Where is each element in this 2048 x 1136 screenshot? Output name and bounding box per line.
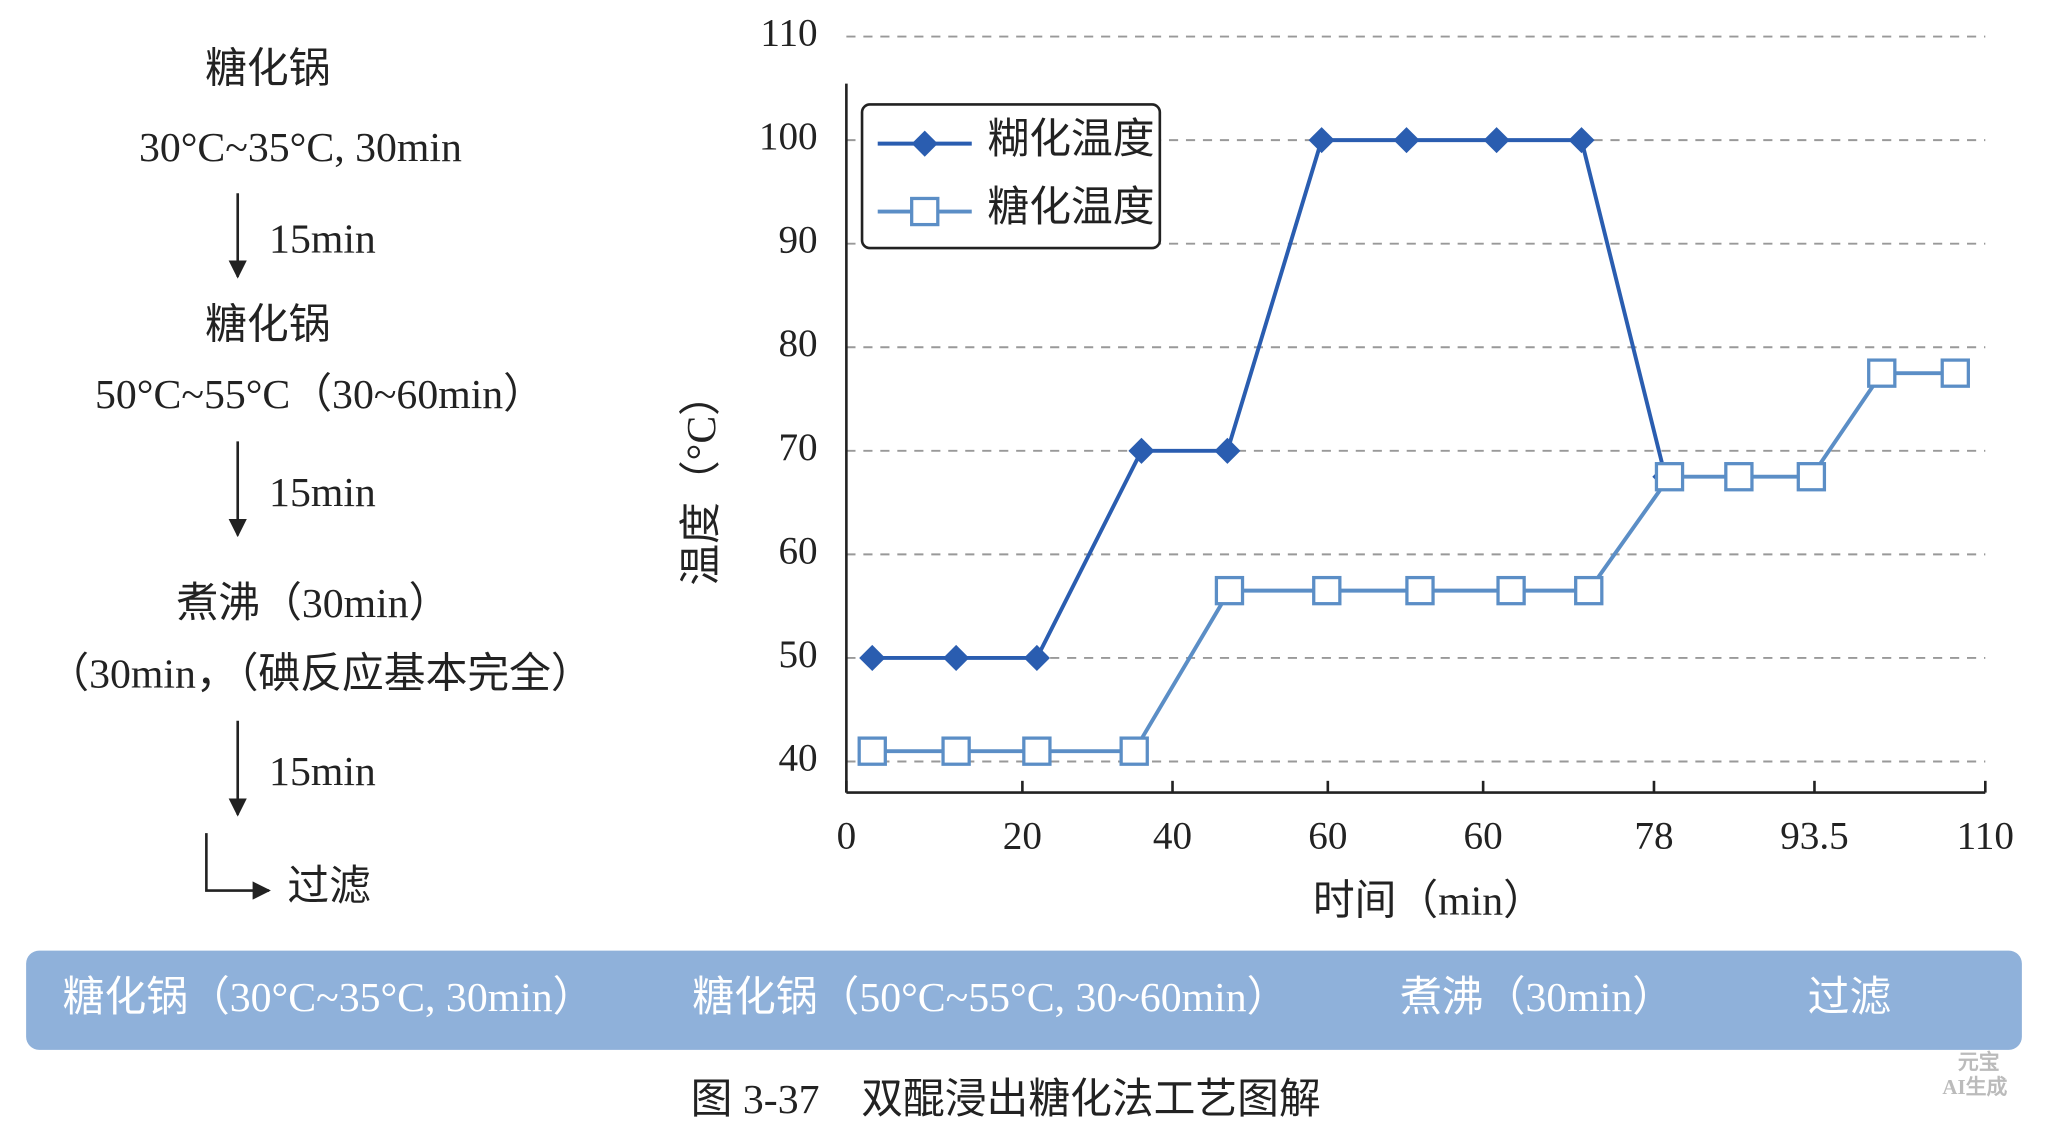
x-axis-title: 时间（min） xyxy=(1313,878,1545,924)
flow-step-title: 糖化锅 xyxy=(205,303,330,349)
y-tick-label: 80 xyxy=(778,322,817,365)
caption: 图 3-37 双醌浸出糖化法工艺图解 xyxy=(691,1077,1321,1123)
y-axis-title: 温度（°C） xyxy=(679,374,725,586)
watermark: 元宝 xyxy=(1958,1050,2000,1074)
point xyxy=(1654,462,1685,492)
banner-item: 糖化锅（30°C~35°C, 30min） xyxy=(63,975,595,1021)
point xyxy=(1496,575,1526,606)
legend-label: 糖化温度 xyxy=(987,185,1154,231)
point xyxy=(1483,127,1510,154)
series-line xyxy=(872,371,1956,754)
point xyxy=(1393,127,1420,154)
point xyxy=(1405,575,1435,606)
x-tick-label: 110 xyxy=(1957,815,2014,858)
banner-item: 糖化锅（50°C~55°C, 30~60min） xyxy=(692,975,1288,1021)
point xyxy=(1796,462,1827,492)
point xyxy=(1724,462,1754,492)
banner-item: 过滤 xyxy=(1808,975,1892,1021)
chart: 40 50 60 70 80 90 100 110 0 20 40 60 60 78 93.5 110 时间（m… xyxy=(679,12,2014,925)
point xyxy=(1128,437,1155,464)
point xyxy=(1214,575,1245,606)
y-tick-label: 70 xyxy=(778,426,817,469)
y-tick-label: 110 xyxy=(760,12,817,55)
point xyxy=(1308,127,1335,154)
x-tick-label: 78 xyxy=(1634,815,1673,858)
point xyxy=(1568,127,1595,154)
flow-step-detail: 30°C~35°C, 30min xyxy=(139,125,462,171)
point xyxy=(859,644,886,672)
watermark: AI生成 xyxy=(1942,1075,2007,1099)
legend-marker xyxy=(910,196,940,227)
flow-step-title: 糖化锅 xyxy=(205,47,330,93)
point xyxy=(1312,575,1342,606)
x-tick-label: 20 xyxy=(1003,815,1042,858)
point xyxy=(1574,575,1604,606)
y-tick-label: 40 xyxy=(778,737,817,780)
x-tick-label: 40 xyxy=(1153,815,1192,858)
point xyxy=(1022,736,1052,766)
point xyxy=(1119,736,1149,766)
point xyxy=(857,736,887,766)
flow-end: 过滤 xyxy=(287,864,371,910)
y-tick-label: 100 xyxy=(759,115,818,158)
y-tick-label: 90 xyxy=(778,219,817,262)
legend-label: 糊化温度 xyxy=(987,117,1154,163)
x-tick-label: 60 xyxy=(1308,815,1347,858)
flow-step-detail: （30min，（碘反应基本完全） xyxy=(47,650,592,697)
point xyxy=(1940,358,1970,388)
y-tick-label: 60 xyxy=(778,529,817,572)
point xyxy=(1023,644,1050,672)
banner-item: 煮沸（30min） xyxy=(1400,975,1674,1021)
flow-interval: 15min xyxy=(269,470,376,516)
x-tick-label: 0 xyxy=(837,815,857,858)
point xyxy=(943,644,970,672)
flow-step-detail: 50°C~55°C（30~60min） xyxy=(95,372,545,418)
y-tick-label: 50 xyxy=(778,633,817,676)
point xyxy=(1214,437,1241,464)
flow-arrow xyxy=(205,833,271,900)
legend-marker xyxy=(911,130,938,157)
x-tick-label: 93.5 xyxy=(1780,815,1849,858)
series-line xyxy=(872,138,1668,660)
point xyxy=(1867,358,1897,388)
flow-interval: 15min xyxy=(269,216,376,262)
flow-step-title: 煮沸（30min） xyxy=(177,581,451,627)
flow-interval: 15min xyxy=(269,749,376,795)
x-tick-label: 60 xyxy=(1464,815,1503,858)
point xyxy=(941,736,971,766)
banner xyxy=(26,950,2022,1050)
